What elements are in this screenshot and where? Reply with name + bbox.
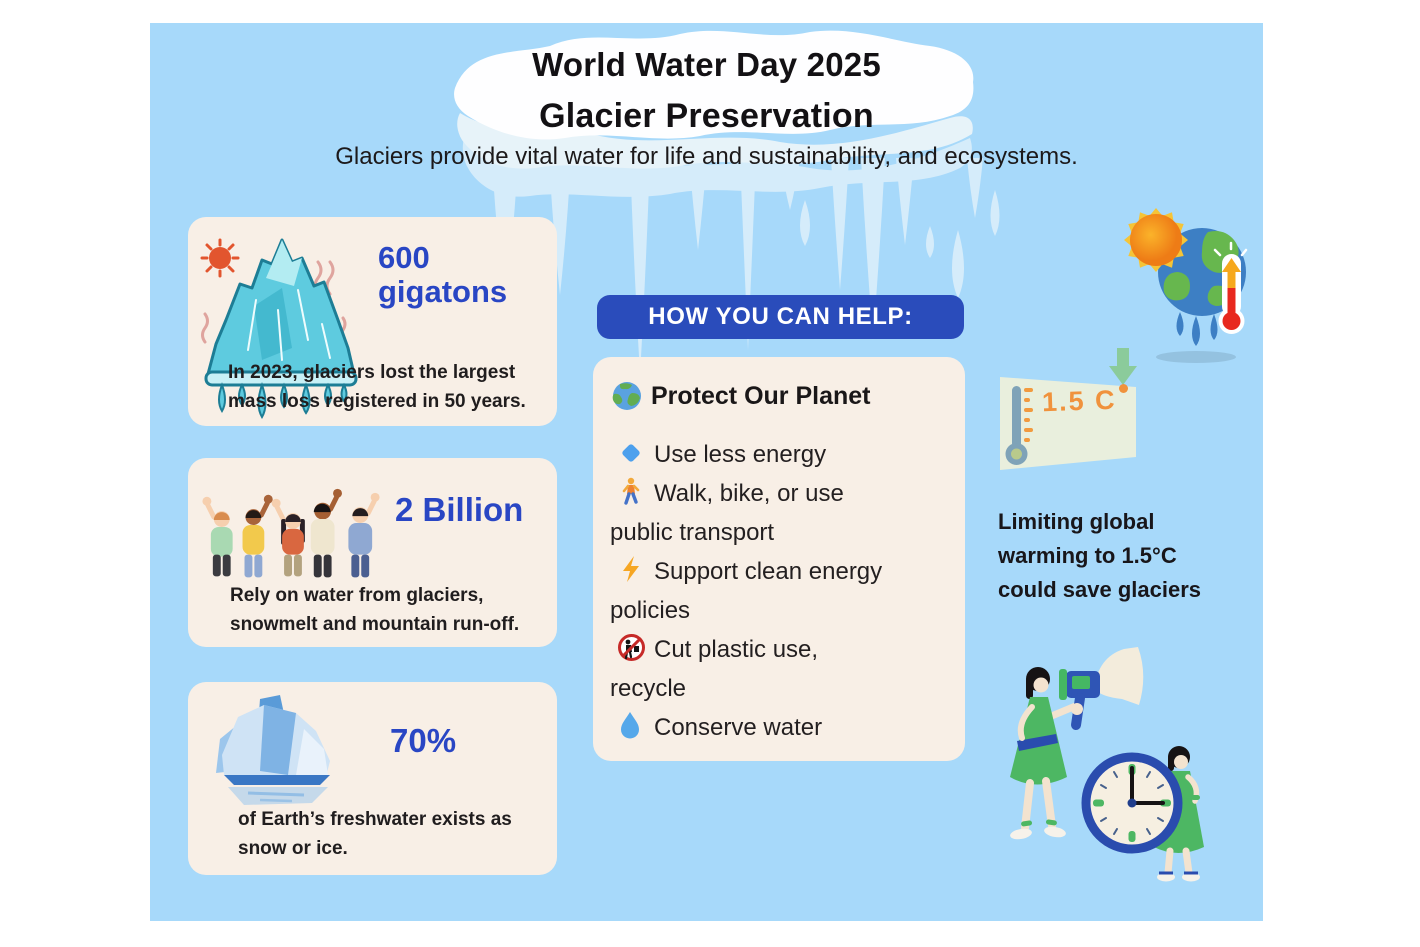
help-list-heading: Protect Our Planet bbox=[612, 381, 947, 411]
stat-value-600-gigatons: 600 gigatons bbox=[378, 240, 508, 310]
pedestrian-icon bbox=[618, 477, 646, 505]
people-waving-illustration bbox=[202, 488, 380, 578]
temperature-label: 1.5 C bbox=[1041, 384, 1118, 418]
help-item-text: Cut plastic use, recycle bbox=[610, 636, 819, 702]
blue-diamond-icon bbox=[618, 439, 646, 465]
watercolor-iceberg-illustration bbox=[216, 695, 330, 805]
help-heading-banner: HOW YOU CAN HELP: bbox=[597, 295, 964, 339]
help-heading-text: HOW YOU CAN HELP: bbox=[648, 303, 913, 330]
stat-caption-600-gigatons: In 2023, glaciers lost the largest mass … bbox=[228, 362, 526, 413]
help-card: Protect Our Planet Use less energy Walk,… bbox=[593, 357, 965, 761]
help-item-text: Use less energy bbox=[654, 441, 827, 468]
down-arrow-icon bbox=[1109, 348, 1137, 385]
page-title-line2: Glacier Preservation bbox=[539, 97, 874, 135]
help-item-walk-bike: Walk, bike, or use public transport bbox=[610, 474, 947, 552]
stat-caption-70-percent: of Earth’s freshwater exists as snow or … bbox=[238, 809, 512, 860]
stat-caption-2-billion: Rely on water from glaciers, snowmelt an… bbox=[230, 585, 520, 636]
water-drop-icon bbox=[618, 711, 646, 739]
page-subtitle: Glaciers provide vital water for life an… bbox=[335, 143, 1078, 170]
stat-value-70-percent: 70% bbox=[390, 722, 457, 759]
help-list-heading-text: Protect Our Planet bbox=[651, 381, 871, 410]
help-item-conserve-water: Conserve water bbox=[610, 708, 947, 747]
earth-icon bbox=[612, 382, 641, 410]
snow-cap-illustration bbox=[454, 30, 1000, 375]
help-item-clean-energy: Support clean energy policies bbox=[610, 552, 947, 630]
people-megaphone-clock-illustration bbox=[1010, 647, 1204, 882]
help-item-use-less-energy: Use less energy bbox=[610, 435, 947, 474]
lightning-icon bbox=[618, 555, 646, 582]
stat-value-2-billion: 2 Billion bbox=[395, 491, 524, 528]
melting-earth-sun-thermometer-illustration bbox=[1124, 208, 1248, 363]
warming-message: Limiting global warming to 1.5°C could s… bbox=[998, 509, 1201, 602]
temperature-sign-illustration bbox=[1000, 377, 1136, 470]
help-item-text: Support clean energy policies bbox=[610, 558, 883, 624]
poster-canvas: World Water Day 2025 Glacier Preservatio… bbox=[150, 23, 1263, 921]
degree-dot bbox=[1119, 384, 1128, 393]
help-item-text: Walk, bike, or use public transport bbox=[610, 480, 844, 546]
help-item-cut-plastic: Cut plastic use, recycle bbox=[610, 630, 947, 708]
melting-iceberg-sun-illustration bbox=[200, 238, 358, 419]
help-item-text: Conserve water bbox=[654, 714, 823, 741]
no-littering-icon bbox=[618, 634, 646, 661]
page-title-line1: World Water Day 2025 bbox=[532, 46, 881, 83]
